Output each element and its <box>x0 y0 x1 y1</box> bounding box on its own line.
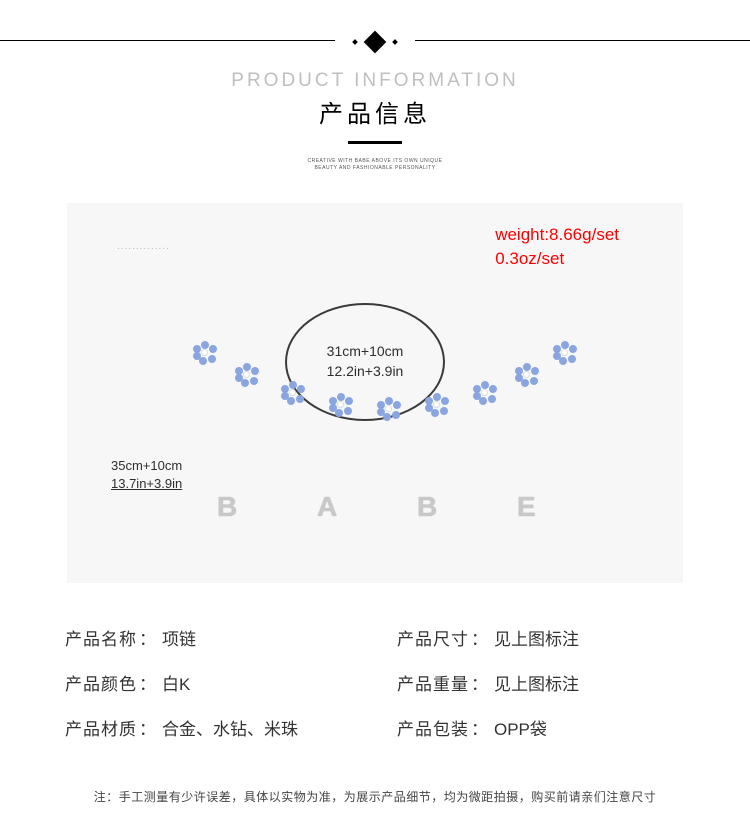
letter-pendant: E <box>517 491 536 523</box>
flower-bead-icon <box>515 363 539 387</box>
size35-line-2: 13.7in+3.9in <box>111 475 182 493</box>
letter-pendant: A <box>317 491 337 523</box>
spec-label: 产品重量 <box>397 670 469 695</box>
chain-extension-icon: .............. <box>117 241 170 252</box>
spec-value: 项链 <box>162 625 196 650</box>
title-underline <box>348 141 402 144</box>
spec-value: 白K <box>162 670 190 695</box>
spec-value: 合金、水钻、米珠 <box>162 715 298 740</box>
fineprint-2: BEAUTY AND FASHIONABLE PERSONALITY <box>0 165 750 172</box>
spec-label: 产品名称 <box>65 625 137 650</box>
spec-colon: ： <box>139 670 156 695</box>
spec-colon: ： <box>471 625 488 650</box>
spec-value: OPP袋 <box>494 715 547 740</box>
spec-value: 见上图标注 <box>494 625 579 650</box>
note-text: 注：手工测量有少许误差，具体以实物为准，为展示产品细节，均为微距拍摄，购买前请亲… <box>65 788 685 805</box>
spec-item: 产品重量：见上图标注 <box>397 670 685 695</box>
flower-bead-icon <box>329 393 353 417</box>
flower-bead-icon <box>377 397 401 421</box>
spec-item: 产品材质：合金、水钻、米珠 <box>65 715 353 740</box>
spec-colon: ： <box>139 625 156 650</box>
flower-bead-icon <box>281 381 305 405</box>
flower-chain <box>193 337 563 425</box>
spec-label: 产品包装 <box>397 715 469 740</box>
diamond-ornament <box>335 32 415 52</box>
spec-colon: ： <box>139 715 156 740</box>
dot-right-icon <box>392 39 398 45</box>
spec-item: 产品名称：项链 <box>65 625 353 650</box>
header-block: PRODUCT INFORMATION 产品信息 CREATIVE WITH B… <box>0 70 750 171</box>
flower-bead-icon <box>473 381 497 405</box>
flower-bead-icon <box>553 341 577 365</box>
letter-pendants: BABE <box>197 491 557 541</box>
spec-colon: ： <box>471 670 488 695</box>
spec-value: 见上图标注 <box>494 670 579 695</box>
weight-line-2: 0.3oz/set <box>495 247 619 271</box>
spec-label: 产品材质 <box>65 715 137 740</box>
spec-label: 产品尺寸 <box>397 625 469 650</box>
spec-item: 产品颜色：白K <box>65 670 353 695</box>
specs-grid: 产品名称：项链产品尺寸：见上图标注产品颜色：白K产品重量：见上图标注产品材质：合… <box>65 625 685 740</box>
spec-item: 产品尺寸：见上图标注 <box>397 625 685 650</box>
product-image-area: .............. weight:8.66g/set 0.3oz/se… <box>67 203 683 583</box>
spec-item: 产品包装：OPP袋 <box>397 715 685 740</box>
spec-colon: ： <box>471 715 488 740</box>
size35-line-1: 35cm+10cm <box>111 457 182 475</box>
dot-left-icon <box>352 39 358 45</box>
weight-callout: weight:8.66g/set 0.3oz/set <box>495 223 619 271</box>
letter-pendant: B <box>217 491 237 523</box>
weight-line-1: weight:8.66g/set <box>495 223 619 247</box>
diamond-icon <box>364 31 387 54</box>
title-english: PRODUCT INFORMATION <box>0 70 750 92</box>
flower-bead-icon <box>425 393 449 417</box>
title-chinese: 产品信息 <box>0 94 750 129</box>
size-35-callout: 35cm+10cm 13.7in+3.9in <box>111 457 182 492</box>
spec-label: 产品颜色 <box>65 670 137 695</box>
flower-bead-icon <box>235 363 259 387</box>
letter-pendant: B <box>417 491 437 523</box>
flower-bead-icon <box>193 341 217 365</box>
top-divider <box>0 18 750 58</box>
